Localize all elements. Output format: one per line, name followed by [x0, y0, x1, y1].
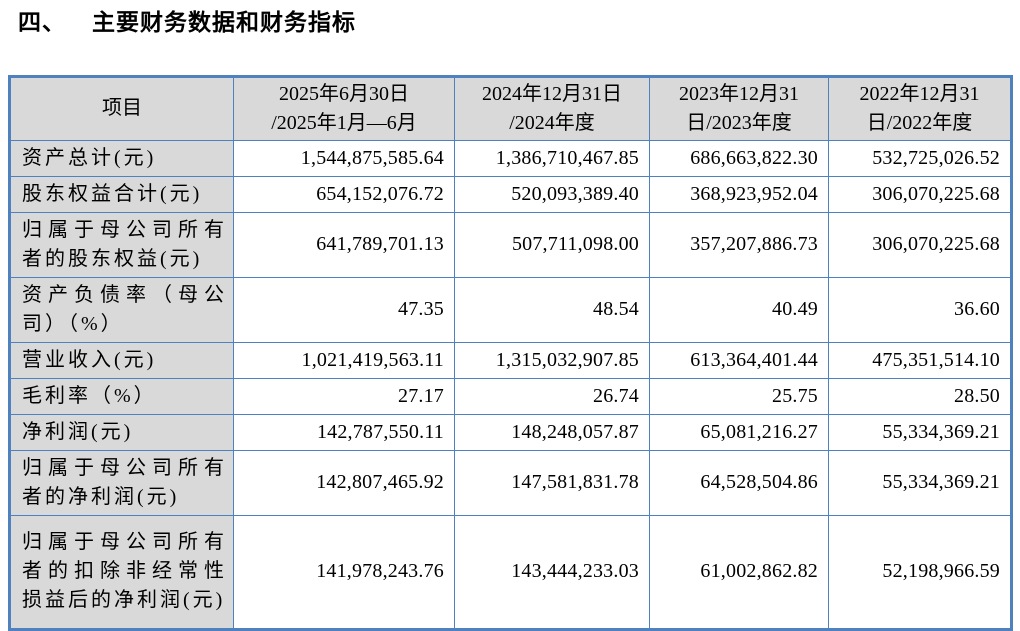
cell-value: 55,334,369.21	[828, 413, 1012, 451]
cell-value: 1,386,710,467.85	[454, 139, 650, 177]
table-row: 毛利率（%） 27.17 26.74 25.75 28.50	[9, 377, 1012, 415]
row-label: 净利润(元)	[9, 413, 234, 451]
cell-value: 507,711,098.00	[454, 211, 650, 278]
cell-value: 143,444,233.03	[454, 514, 650, 630]
cell-value: 25.75	[649, 377, 829, 415]
cell-value: 48.54	[454, 276, 650, 343]
column-header-period-1: 2025年6月30日 /2025年1月—6月	[233, 75, 455, 141]
cell-value: 1,021,419,563.11	[233, 341, 455, 379]
row-label: 股东权益合计(元)	[9, 175, 234, 213]
cell-value: 142,807,465.92	[233, 449, 455, 516]
cell-value: 55,334,369.21	[828, 449, 1012, 516]
cell-value: 47.35	[233, 276, 455, 343]
table-row: 净利润(元) 142,787,550.11 148,248,057.87 65,081…	[9, 413, 1012, 451]
column-header-period-2: 2024年12月31日 /2024年度	[454, 75, 650, 141]
cell-value: 26.74	[454, 377, 650, 415]
cell-value: 28.50	[828, 377, 1012, 415]
financial-data-table: 项目 2025年6月30日 /2025年1月—6月 2024年12月31日 /202…	[8, 74, 1013, 631]
column-header-item: 项目	[9, 75, 234, 141]
table-row: 股东权益合计(元) 654,152,076.72 520,093,389.40 368…	[9, 175, 1012, 213]
cell-value: 52,198,966.59	[828, 514, 1012, 630]
cell-value: 61,002,862.82	[649, 514, 829, 630]
cell-value: 641,789,701.13	[233, 211, 455, 278]
table-row: 归属于母公司所有者的扣除非经常性损益后的净利润(元) 141,978,243.76…	[9, 514, 1012, 630]
table-row: 资产总计(元) 1,544,875,585.64 1,386,710,467.85 6…	[9, 139, 1012, 177]
cell-value: 40.49	[649, 276, 829, 343]
column-header-period-4: 2022年12月31 日/2022年度	[828, 75, 1012, 141]
section-title-text: 主要财务数据和财务指标	[92, 9, 356, 35]
cell-value: 142,787,550.11	[233, 413, 455, 451]
row-label: 归属于母公司所有者的扣除非经常性损益后的净利润(元)	[9, 514, 234, 630]
table-row: 归属于母公司所有者的股东权益(元) 641,789,701.13 507,711,0…	[9, 211, 1012, 278]
cell-value: 357,207,886.73	[649, 211, 829, 278]
row-label: 归属于母公司所有者的净利润(元)	[9, 449, 234, 516]
row-label: 毛利率（%）	[9, 377, 234, 415]
cell-value: 368,923,952.04	[649, 175, 829, 213]
cell-value: 686,663,822.30	[649, 139, 829, 177]
column-header-period-3: 2023年12月31 日/2023年度	[649, 75, 829, 141]
section-number: 四、	[18, 9, 66, 35]
table-row: 归属于母公司所有者的净利润(元) 142,807,465.92 147,581,83…	[9, 449, 1012, 516]
cell-value: 147,581,831.78	[454, 449, 650, 516]
cell-value: 654,152,076.72	[233, 175, 455, 213]
cell-value: 65,081,216.27	[649, 413, 829, 451]
cell-value: 1,315,032,907.85	[454, 341, 650, 379]
row-label: 资产负债率（母公司）（%）	[9, 276, 234, 343]
cell-value: 1,544,875,585.64	[233, 139, 455, 177]
cell-value: 475,351,514.10	[828, 341, 1012, 379]
row-label: 归属于母公司所有者的股东权益(元)	[9, 211, 234, 278]
table-row: 营业收入(元) 1,021,419,563.11 1,315,032,907.85 6…	[9, 341, 1012, 379]
cell-value: 306,070,225.68	[828, 211, 1012, 278]
cell-value: 613,364,401.44	[649, 341, 829, 379]
cell-value: 520,093,389.40	[454, 175, 650, 213]
cell-value: 64,528,504.86	[649, 449, 829, 516]
table-header-row: 项目 2025年6月30日 /2025年1月—6月 2024年12月31日 /202…	[9, 75, 1012, 141]
section-title: 四、 主要财务数据和财务指标	[18, 8, 1020, 38]
cell-value: 27.17	[233, 377, 455, 415]
row-label: 营业收入(元)	[9, 341, 234, 379]
cell-value: 306,070,225.68	[828, 175, 1012, 213]
table-row: 资产负债率（母公司）（%） 47.35 48.54 40.49 36.60	[9, 276, 1012, 343]
cell-value: 36.60	[828, 276, 1012, 343]
cell-value: 148,248,057.87	[454, 413, 650, 451]
cell-value: 141,978,243.76	[233, 514, 455, 630]
row-label: 资产总计(元)	[9, 139, 234, 177]
table-body: 资产总计(元) 1,544,875,585.64 1,386,710,467.85 6…	[9, 139, 1012, 630]
cell-value: 532,725,026.52	[828, 139, 1012, 177]
